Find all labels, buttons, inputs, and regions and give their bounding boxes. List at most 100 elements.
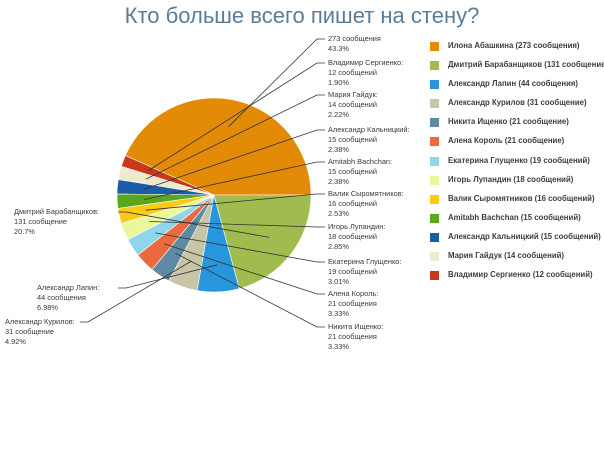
callout-line: 131 сообщение	[14, 217, 68, 226]
legend-label: Екатерина Глущенко (19 сообщений)	[448, 155, 590, 165]
callout-leader-line	[145, 193, 325, 211]
legend-item: Дмитрий Барабанщиков (131 сообщение)	[430, 59, 604, 78]
legend-swatch	[430, 175, 439, 185]
callout-line: 1.90%	[328, 78, 349, 87]
slice-callout: Алена Король: 21 сообщения 3.33%	[328, 289, 378, 319]
legend-label: Дмитрий Барабанщиков (131 сообщение)	[448, 60, 604, 70]
slice-callout: Александр Курилов: 31 сообщение 4.92%	[5, 317, 75, 347]
legend-item: Amitabh Bachchan (15 сообщений)	[430, 212, 604, 231]
callout-leader-line	[145, 94, 325, 180]
legend-label: Алена Король (21 сообщение)	[448, 136, 565, 146]
callout-line: 43.3%	[328, 44, 349, 53]
callout-line: 15 сообщений	[328, 135, 377, 144]
callout-leader-line	[155, 232, 325, 263]
legend-item: Валик Сыромятников (16 сообщений)	[430, 193, 604, 212]
slice-callout: Дмитрий Барабанщиков: 131 сообщение 20.7%	[14, 207, 99, 237]
callout-line: 2.85%	[328, 242, 349, 251]
callout-line: Валик Сыромятников:	[328, 189, 404, 198]
legend-item: Игорь Лупандин (18 сообщений)	[430, 174, 604, 193]
legend-item: Алена Король (21 сообщение)	[430, 135, 604, 154]
legend-swatch	[430, 80, 439, 90]
slice-callout: 273 сообщения 43.3%	[328, 34, 381, 54]
legend-item: Александр Курилов (31 сообщение)	[430, 97, 604, 116]
legend-label: Александр Лапин (44 сообщения)	[448, 79, 579, 89]
callout-line: 6.98%	[37, 303, 58, 312]
callout-line: 16 сообщений	[328, 199, 377, 208]
legend-swatch	[430, 118, 439, 128]
callout-line: 2.22%	[328, 110, 349, 119]
slice-callout: Екатерина Глущенко: 19 сообщений 3.01%	[328, 257, 401, 287]
callout-line: 20.7%	[14, 227, 35, 236]
callout-leader-line	[118, 211, 270, 238]
callout-line: Дмитрий Барабанщиков:	[14, 207, 100, 216]
callout-leader-line	[144, 129, 325, 190]
callout-line: 4.92%	[5, 337, 26, 346]
legend-item: Владимир Сергиенко (12 сообщений)	[430, 269, 604, 288]
legend-swatch	[430, 137, 439, 147]
legend-label: Никита Ищенко (21 сообщение)	[448, 117, 569, 127]
slice-callout: Валик Сыромятников: 16 сообщений 2.53%	[328, 189, 404, 219]
callout-leader-line	[144, 161, 325, 200]
callout-leader-line	[175, 252, 325, 328]
callout-line: 273 сообщения	[328, 34, 381, 43]
callout-line: Александр Лапин:	[37, 283, 100, 292]
callout-leader-line	[118, 264, 218, 289]
callout-line: 21 сообщения	[328, 299, 377, 308]
legend-swatch	[430, 61, 439, 71]
callout-line: 12 сообщений	[328, 68, 377, 77]
slice-callout: Александр Кальницкий: 15 сообщений 2.38%	[328, 125, 410, 155]
legend-swatch	[430, 99, 439, 109]
callout-leader-line	[148, 62, 325, 171]
slice-callout: Amitabh Bachchan: 15 сообщений 2.38%	[328, 157, 392, 187]
legend-item: Илона Абашкина (273 сообщения)	[430, 40, 604, 59]
legend-swatch	[430, 194, 439, 204]
callout-line: Игорь Лупандин:	[328, 222, 386, 231]
slice-callout: Игорь Лупандин: 18 сообщений 2.85%	[328, 222, 385, 252]
legend-swatch	[430, 271, 439, 281]
legend-label: Amitabh Bachchan (15 сообщений)	[448, 212, 581, 222]
callout-line: Алена Король:	[328, 289, 379, 298]
callout-line: 3.01%	[328, 277, 349, 286]
legend-swatch	[430, 42, 439, 51]
chart-title: Кто больше всего пишет на стену?	[124, 3, 480, 28]
callout-line: 44 сообщения	[37, 293, 86, 302]
callout-line: 21 сообщения	[328, 332, 377, 341]
legend-swatch	[430, 213, 439, 223]
slice-callout: Александр Лапин: 44 сообщения 6.98%	[37, 283, 99, 313]
chart-legend: Илона Абашкина (273 сообщения) Дмитрий Ба…	[430, 40, 604, 288]
legend-label: Владимир Сергиенко (12 сообщений)	[448, 270, 593, 280]
legend-label: Илона Абашкина (273 сообщения)	[448, 41, 580, 50]
legend-item: Александр Лапин (44 сообщения)	[430, 78, 604, 97]
callout-line: 3.33%	[328, 309, 349, 318]
legend-label: Валик Сыромятников (16 сообщений)	[448, 193, 595, 203]
callout-line: 2.53%	[328, 209, 349, 218]
slice-callout: Никита Ищенко: 21 сообщения 3.33%	[328, 322, 383, 352]
legend-swatch	[430, 232, 439, 242]
legend-swatch	[430, 156, 439, 166]
callout-line: 2.38%	[328, 177, 349, 186]
callout-line: Никита Ищенко:	[328, 322, 384, 331]
legend-item: Мария Гайдук (14 сообщений)	[430, 250, 604, 269]
legend-item: Никита Ищенко (21 сообщение)	[430, 116, 604, 135]
callout-line: Екатерина Глущенко:	[328, 257, 402, 266]
callout-leader-line	[228, 38, 325, 127]
pie-slice	[124, 97, 312, 196]
callout-line: 14 сообщений	[328, 100, 377, 109]
callout-leader-line	[149, 221, 325, 228]
callout-line: Amitabh Bachchan:	[328, 157, 393, 166]
callout-line: 31 сообщение	[5, 327, 54, 336]
legend-swatch	[430, 252, 439, 262]
legend-label: Игорь Лупандин (18 сообщений)	[448, 174, 574, 184]
callout-leader-line	[163, 243, 325, 295]
callout-line: 15 сообщений	[328, 167, 377, 176]
callout-line: 19 сообщений	[328, 267, 377, 276]
callout-line: 2.38%	[328, 145, 349, 154]
legend-item: Александр Кальницкий (15 сообщений)	[430, 231, 604, 250]
callout-leader-line	[80, 260, 192, 323]
callout-line: 3.33%	[328, 342, 349, 351]
slice-callout: Владимир Сергиенко: 12 сообщений 1.90%	[328, 58, 403, 88]
callout-line: Мария Гайдук:	[328, 90, 378, 99]
legend-label: Александр Кальницкий (15 сообщений)	[448, 231, 601, 241]
legend-label: Мария Гайдук (14 сообщений)	[448, 251, 565, 261]
